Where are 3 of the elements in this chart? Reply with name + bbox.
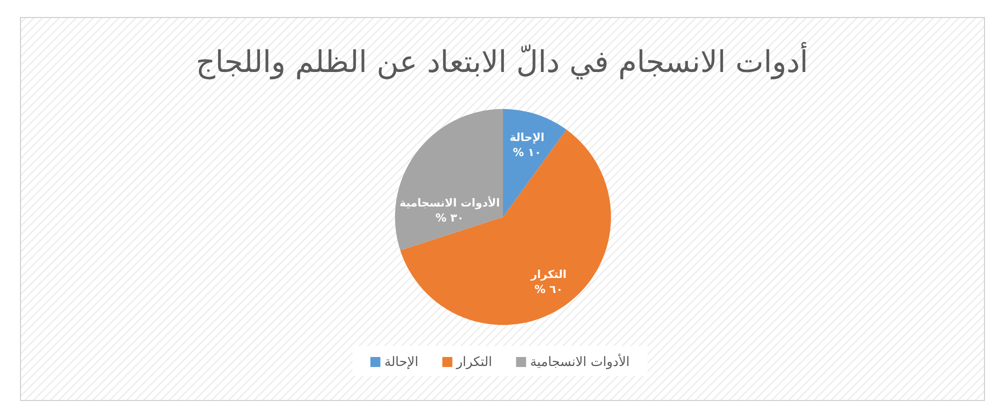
legend-label: الإحالة <box>384 355 418 370</box>
legend-label: الأدوات الانسجامية <box>530 353 630 370</box>
legend-label: التكرار <box>455 355 492 370</box>
